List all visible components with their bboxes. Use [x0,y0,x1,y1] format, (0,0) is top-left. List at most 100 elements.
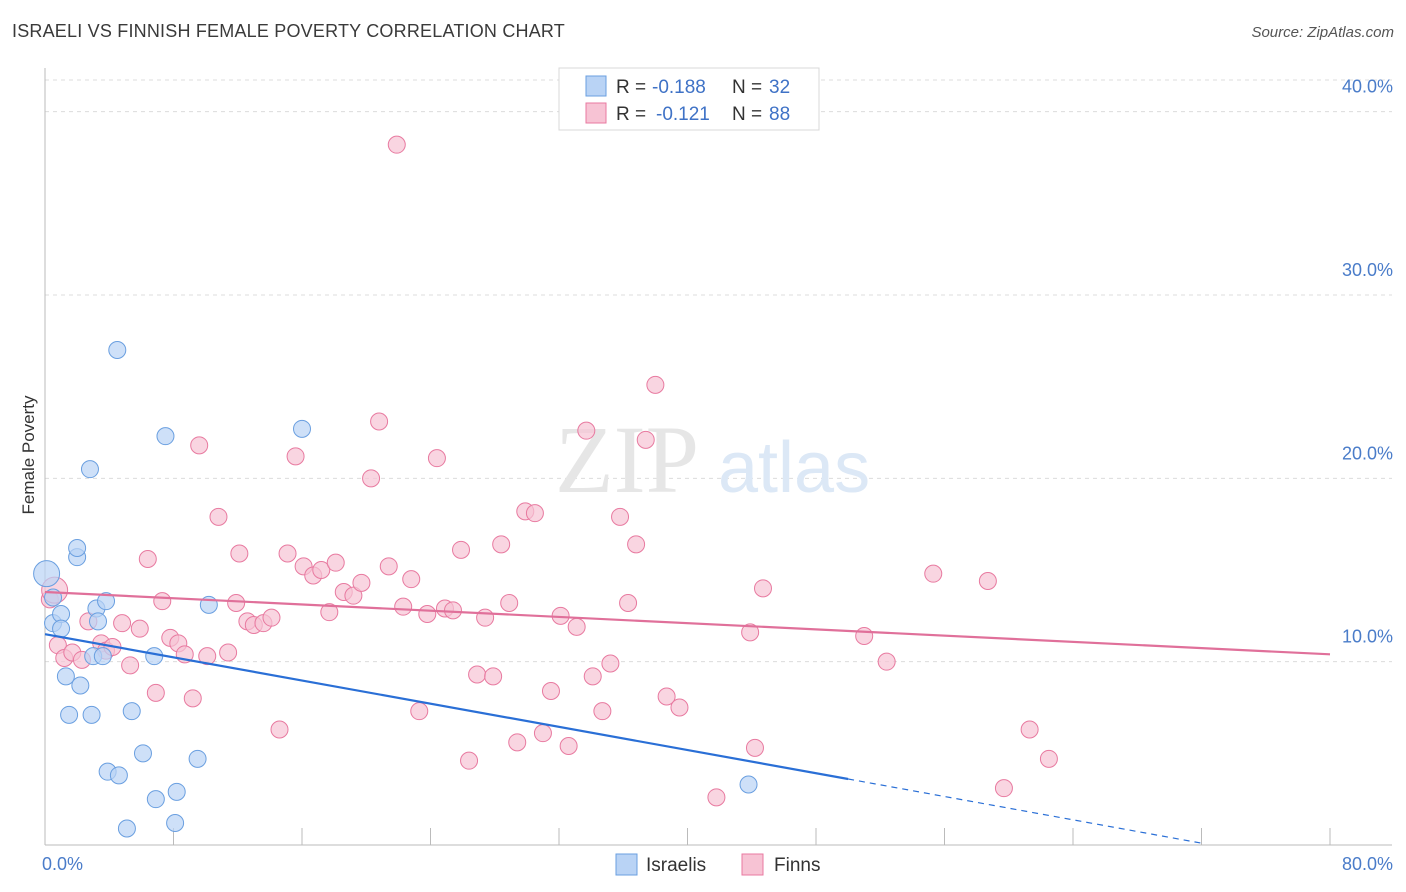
finns-point [230,544,249,563]
finns-point [270,720,289,739]
finns-point [593,702,612,721]
israelis-point [133,744,152,763]
finns-point [567,617,586,636]
finns-point [500,594,519,612]
finns-point [994,779,1013,798]
finns-point [707,788,726,807]
finns-trend-line [44,590,1331,656]
grid-lines [45,79,1392,663]
finns-point [636,430,655,449]
finns-point [646,375,665,394]
axes [44,68,1392,846]
finns-point [427,449,446,468]
x-tick-label-max: 80.0% [1342,854,1393,874]
correlation-legend: R = -0.188 N = 32 R = -0.121 N = 88 [558,67,820,131]
finns-point [484,667,503,686]
israelis-trend-extension [848,778,1202,844]
israelis-point [146,790,165,809]
finns-point [362,469,381,488]
israelis-point [117,819,136,838]
finns-point [209,507,228,526]
finns-point [262,608,281,627]
chart-title: ISRAELI VS FINNISH FEMALE POVERTY CORREL… [12,21,565,41]
finns-point [113,614,132,633]
finns-point [198,647,217,666]
israelis-point [71,676,90,695]
finns-point [855,627,874,645]
finns-point [627,535,646,554]
legend-n-value-finns: 88 [769,104,790,125]
y-axis-label: Female Poverty [19,395,38,515]
finns-point [525,504,544,523]
finns-point [657,687,676,706]
series-legend: Israelis Finns [615,853,820,876]
israelis-point [122,702,141,721]
finns-point [577,421,596,440]
legend-r-label-israelis: R = [616,77,646,98]
finns-point [130,619,149,638]
israelis-point [97,592,116,611]
finns-point [476,608,495,627]
finns-point [286,447,305,466]
israelis-point [156,427,175,446]
finns-point [924,564,943,583]
watermark-atlas: atlas [718,428,870,508]
israelis-trend-line [44,633,849,781]
israelis-point [145,647,164,666]
israelis-point [93,647,112,666]
watermark-zip: ZIP [555,406,699,513]
finns-point [352,573,371,592]
israelis-point [108,341,127,359]
legend-r-value-israelis: -0.188 [652,77,706,98]
finns-point [877,652,896,671]
legend-swatch-finns [585,102,607,124]
legend-n-value-israelis: 32 [769,77,790,98]
israelis-point [68,539,87,557]
finns-point [183,689,202,708]
israelis-point [52,619,71,638]
finns-point [583,667,602,686]
finns-point [190,436,209,455]
israelis-point [293,419,311,438]
legend-n-label-finns: N = [732,104,762,125]
finns-point [468,665,487,684]
israelis-point [109,766,128,785]
finns-point [753,579,772,598]
israelis-point [188,749,207,768]
finns-point [370,412,389,431]
finns-point [492,535,511,554]
finns-point [1039,749,1058,768]
finns-point [443,601,462,620]
finns-point [278,544,297,563]
finns-point [533,724,552,743]
legend-n-label-israelis: N = [732,77,762,98]
y-tick-label: 30.0% [1342,260,1393,280]
finns-point [326,553,345,572]
y-tick-label: 20.0% [1342,443,1393,463]
finns-point [745,738,764,757]
israelis-point [739,775,758,794]
finns-point [146,683,165,702]
y-tick-label: 40.0% [1342,77,1393,97]
finns-point [312,561,331,579]
israelis-point [56,667,75,686]
finns-point [670,698,689,717]
finns-point [320,603,339,622]
finns-point [344,586,363,605]
legend-swatch-israelis [585,75,607,97]
finns-point [219,643,238,662]
israelis-point [82,705,101,724]
x-tick-label-min: 0.0% [42,854,83,874]
finns-point [387,135,406,154]
legend-r-label-finns: R = [616,104,646,125]
finns-point [1020,720,1039,739]
finns-point [227,594,246,612]
bottom-legend-israelis: Israelis [646,855,706,876]
tick-labels: 10.0% 20.0% 30.0% 40.0% 0.0% 80.0% [42,77,1393,874]
finns-point [153,592,172,611]
finns-point [559,737,578,755]
finns-point [138,550,157,568]
finns-point [452,540,471,559]
bottom-legend-finns: Finns [774,855,820,876]
finns-point [978,572,997,590]
